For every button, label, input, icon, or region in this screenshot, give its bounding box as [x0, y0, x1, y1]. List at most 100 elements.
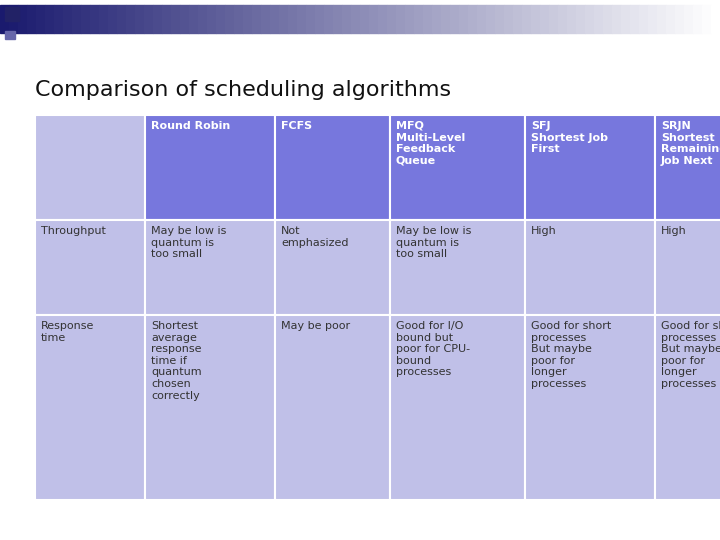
Bar	[525, 315, 655, 500]
Bar	[486, 5, 495, 33]
Bar	[390, 315, 525, 500]
Bar	[711, 5, 720, 33]
Bar	[459, 5, 468, 33]
Text: Shortest
average
response
time if
quantum
chosen
correctly: Shortest average response time if quantu…	[151, 321, 202, 401]
Bar	[54, 5, 63, 33]
Bar	[9, 5, 18, 33]
Bar	[117, 5, 126, 33]
Bar	[35, 220, 145, 315]
Bar	[153, 5, 162, 33]
Bar	[198, 5, 207, 33]
Bar	[234, 5, 243, 33]
Bar	[630, 5, 639, 33]
Bar	[525, 220, 655, 315]
Bar	[306, 5, 315, 33]
Bar	[441, 5, 450, 33]
Text: Good for I/O
bound but
poor for CPU-
bound
processes: Good for I/O bound but poor for CPU- bou…	[396, 321, 470, 377]
Bar	[99, 5, 108, 33]
Bar	[387, 5, 396, 33]
Bar	[27, 5, 36, 33]
Bar	[396, 5, 405, 33]
Bar	[171, 5, 180, 33]
Text: High: High	[531, 226, 557, 236]
Bar	[495, 5, 504, 33]
Bar	[0, 5, 9, 33]
Bar	[72, 5, 81, 33]
Bar	[36, 5, 45, 33]
Bar	[275, 220, 390, 315]
Bar	[216, 5, 225, 33]
Bar	[468, 5, 477, 33]
Text: FCFS: FCFS	[281, 121, 312, 131]
Text: MFQ
Multi-Level
Feedback
Queue: MFQ Multi-Level Feedback Queue	[396, 121, 465, 166]
Bar	[342, 5, 351, 33]
Bar	[243, 5, 252, 33]
Bar	[145, 115, 275, 220]
Bar	[369, 5, 378, 33]
Bar	[390, 220, 525, 315]
Bar	[693, 5, 702, 33]
Bar	[540, 5, 549, 33]
Bar	[288, 5, 297, 33]
Bar	[648, 5, 657, 33]
Bar	[35, 315, 145, 500]
Bar	[126, 5, 135, 33]
Text: May be low is
quantum is
too small: May be low is quantum is too small	[396, 226, 472, 259]
Bar	[657, 5, 666, 33]
Text: Round Robin: Round Robin	[151, 121, 230, 131]
Bar	[585, 5, 594, 33]
Bar	[666, 5, 675, 33]
Bar	[423, 5, 432, 33]
Bar	[63, 5, 72, 33]
Bar	[378, 5, 387, 33]
Bar	[621, 5, 630, 33]
Bar	[360, 5, 369, 33]
Bar	[225, 5, 234, 33]
Bar	[531, 5, 540, 33]
Bar	[35, 115, 145, 220]
Text: SFJ
Shortest Job
First: SFJ Shortest Job First	[531, 121, 608, 154]
Bar	[270, 5, 279, 33]
Bar	[145, 315, 275, 500]
Bar	[18, 5, 27, 33]
Bar	[576, 5, 585, 33]
Bar	[549, 5, 558, 33]
Bar	[522, 5, 531, 33]
Bar	[432, 5, 441, 33]
Text: Good for short
processes
But maybe
poor for
longer
processes: Good for short processes But maybe poor …	[531, 321, 611, 389]
Text: SRJN
Shortest
Remaining
Job Next: SRJN Shortest Remaining Job Next	[661, 121, 720, 166]
Bar	[612, 5, 621, 33]
Bar	[390, 115, 525, 220]
Bar	[567, 5, 576, 33]
Bar	[684, 5, 693, 33]
Bar	[180, 5, 189, 33]
Bar	[144, 5, 153, 33]
Text: Comparison of scheduling algorithms: Comparison of scheduling algorithms	[35, 80, 451, 100]
Bar	[351, 5, 360, 33]
Bar	[702, 5, 711, 33]
Bar	[655, 315, 720, 500]
Bar	[477, 5, 486, 33]
Bar	[655, 220, 720, 315]
Bar	[558, 5, 567, 33]
Bar	[450, 5, 459, 33]
Bar	[333, 5, 342, 33]
Bar	[513, 5, 522, 33]
Bar	[655, 115, 720, 220]
Bar	[504, 5, 513, 33]
Bar	[525, 115, 655, 220]
Text: Not
emphasized: Not emphasized	[281, 226, 348, 248]
Bar	[297, 5, 306, 33]
Text: Response
time: Response time	[41, 321, 94, 342]
Text: Throughput: Throughput	[41, 226, 106, 236]
Bar	[594, 5, 603, 33]
Bar	[108, 5, 117, 33]
Bar	[81, 5, 90, 33]
Bar	[252, 5, 261, 33]
Bar	[5, 31, 15, 39]
Bar	[145, 220, 275, 315]
Text: High: High	[661, 226, 687, 236]
Bar	[261, 5, 270, 33]
Bar	[414, 5, 423, 33]
Bar	[275, 315, 390, 500]
